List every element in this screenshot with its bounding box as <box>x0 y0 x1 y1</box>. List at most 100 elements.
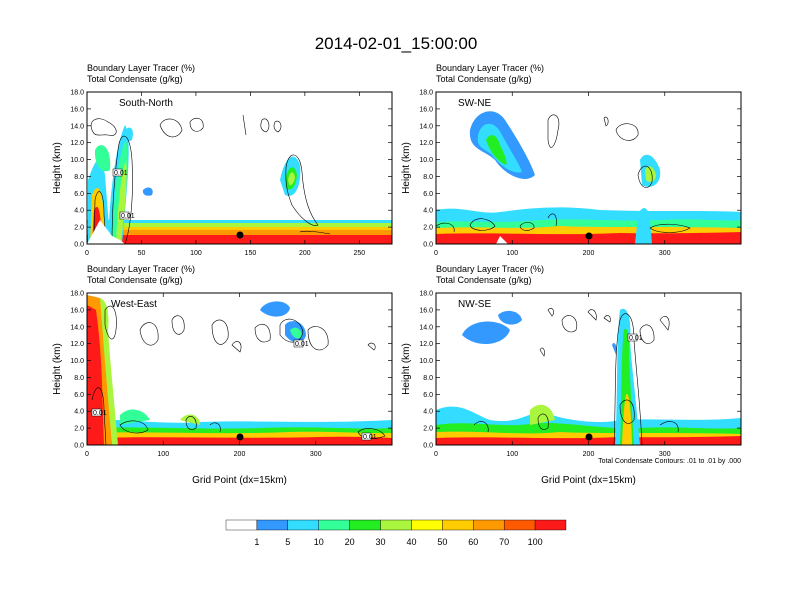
condensate-contours <box>473 307 679 445</box>
y-tick-label: 14.0 <box>70 324 84 331</box>
y-tick-label: 8.0 <box>423 375 433 382</box>
x-tick-label: 300 <box>659 451 671 458</box>
colorbar-tick-label: 60 <box>468 537 478 547</box>
contour-label: 0.01 <box>114 170 128 177</box>
y-tick-label: 16.0 <box>419 307 433 314</box>
y-axis-label: Height (km) <box>52 343 63 395</box>
x-tick-label: 200 <box>234 451 246 458</box>
colorbar-swatch <box>473 519 505 531</box>
colorbar-tick-label: 10 <box>314 537 324 547</box>
panel-subtitle-tracer: Boundary Layer Tracer (%) <box>87 264 195 274</box>
y-tick-label: 8.0 <box>74 174 84 181</box>
x-tick-label: 100 <box>190 250 202 257</box>
colorbar-swatch <box>256 519 289 531</box>
colorbar-tick-label: 1 <box>254 537 259 547</box>
panel-label-nw-se: NW-SE <box>458 299 491 310</box>
colorbar-tick-label: 40 <box>406 537 416 547</box>
y-tick-label: 12.0 <box>70 140 84 147</box>
field-shading <box>87 125 392 244</box>
panel-subtitle-condensate: Total Condensate (g/kg) <box>87 275 183 285</box>
station-marker <box>236 231 244 239</box>
x-tick-label: 200 <box>583 451 595 458</box>
y-tick-label: 6.0 <box>423 392 433 399</box>
panel-subtitle-tracer: Boundary Layer Tracer (%) <box>436 264 544 274</box>
panel-subtitle-tracer: Boundary Layer Tracer (%) <box>436 63 544 73</box>
y-tick-label: 4.0 <box>423 208 433 215</box>
y-tick-label: 8.0 <box>74 375 84 382</box>
panel-west-east: Boundary Layer Tracer (%) Total Condensa… <box>52 264 393 486</box>
y-tick-label: 12.0 <box>419 341 433 348</box>
contour-footnote: Total Condensate Contours: .01 to .01 by… <box>598 458 741 465</box>
colorbar: 1 5 10 20 30 40 50 60 70 100 <box>225 519 567 547</box>
y-tick-label: 2.0 <box>423 426 433 433</box>
y-tick-label: 6.0 <box>423 191 433 198</box>
x-axis-label: Grid Point (dx=15km) <box>192 475 287 486</box>
panel-south-north: Boundary Layer Tracer (%) Total Condensa… <box>52 63 393 257</box>
y-tick-label: 14.0 <box>70 123 84 130</box>
y-tick-label: 4.0 <box>74 208 84 215</box>
y-tick-label: 10.0 <box>419 157 433 164</box>
y-axis-label: Height (km) <box>401 343 412 395</box>
contour-label: 0.01 <box>121 213 135 220</box>
y-axis-label: Height (km) <box>401 142 412 194</box>
x-tick-label: 250 <box>353 250 365 257</box>
y-tick-label: 10.0 <box>419 358 433 365</box>
field-shading <box>87 295 392 445</box>
station-marker <box>585 232 593 240</box>
plot-frame <box>86 91 393 245</box>
colorbar-tick-label: 50 <box>437 537 447 547</box>
x-tick-label: 200 <box>299 250 311 257</box>
y-tick-label: 0.0 <box>423 443 433 450</box>
colorbar-swatch <box>411 519 443 531</box>
x-axis-label: Grid Point (dx=15km) <box>541 475 636 486</box>
x-tick-label: 100 <box>506 250 518 257</box>
contour-label: 0.01 <box>93 410 107 417</box>
y-tick-label: 6.0 <box>74 392 84 399</box>
figure-title: 2014-02-01_15:00:00 <box>315 34 478 53</box>
panel-subtitle-condensate: Total Condensate (g/kg) <box>87 74 183 84</box>
y-axis: 0.0 2.0 4.0 6.0 8.0 10.0 12.0 14.0 16.0 18.0 0 100 2… <box>401 90 741 257</box>
y-tick-label: 18.0 <box>419 90 433 97</box>
y-tick-label: 18.0 <box>70 291 84 298</box>
panel-label-south-north: South-North <box>119 98 173 109</box>
contour-label: 0.01 <box>295 341 309 348</box>
contour-label: 0.01 <box>363 434 377 441</box>
y-tick-label: 2.0 <box>423 225 433 232</box>
y-tick-label: 0.0 <box>74 443 84 450</box>
y-tick-label: 6.0 <box>74 191 84 198</box>
x-tick-label: 0 <box>434 250 438 257</box>
y-axis: 0.0 2.0 4.0 6.0 8.0 10.0 12.0 14.0 16.0 18.0 0 100 2… <box>401 291 741 486</box>
colorbar-tick-label: 100 <box>528 537 543 547</box>
y-tick-label: 12.0 <box>419 140 433 147</box>
y-tick-label: 18.0 <box>419 291 433 298</box>
y-axis: 0.0 2.0 4.0 6.0 8.0 10.0 12.0 14.0 16.0 18.0 0 50 10… <box>52 90 392 257</box>
y-axis-label: Height (km) <box>52 142 63 194</box>
y-tick-label: 16.0 <box>419 106 433 113</box>
condensate-contours <box>91 305 386 445</box>
y-tick-label: 10.0 <box>70 157 84 164</box>
y-tick-label: 0.0 <box>74 242 84 249</box>
panel-label-west-east: West-East <box>111 299 157 310</box>
field-shading <box>436 111 741 244</box>
panel-subtitle-condensate: Total Condensate (g/kg) <box>436 74 532 84</box>
y-tick-label: 14.0 <box>419 324 433 331</box>
x-tick-label: 100 <box>506 451 518 458</box>
colorbar-swatch <box>287 519 319 531</box>
y-tick-label: 8.0 <box>423 174 433 181</box>
colorbar-tick-label: 30 <box>376 537 386 547</box>
y-tick-label: 16.0 <box>70 106 84 113</box>
x-tick-label: 0 <box>85 250 89 257</box>
y-tick-label: 0.0 <box>423 242 433 249</box>
x-tick-label: 0 <box>85 451 89 458</box>
y-tick-label: 4.0 <box>74 409 84 416</box>
colorbar-swatch <box>380 519 412 531</box>
x-tick-label: 300 <box>310 451 322 458</box>
y-tick-label: 2.0 <box>74 225 84 232</box>
y-tick-label: 14.0 <box>419 123 433 130</box>
colorbar-swatch <box>318 519 350 531</box>
x-tick-label: 150 <box>245 250 257 257</box>
colorbar-swatch <box>225 519 258 531</box>
colorbar-tick-label: 5 <box>285 537 290 547</box>
contour-label: 0.01 <box>629 335 643 342</box>
y-tick-label: 4.0 <box>423 409 433 416</box>
